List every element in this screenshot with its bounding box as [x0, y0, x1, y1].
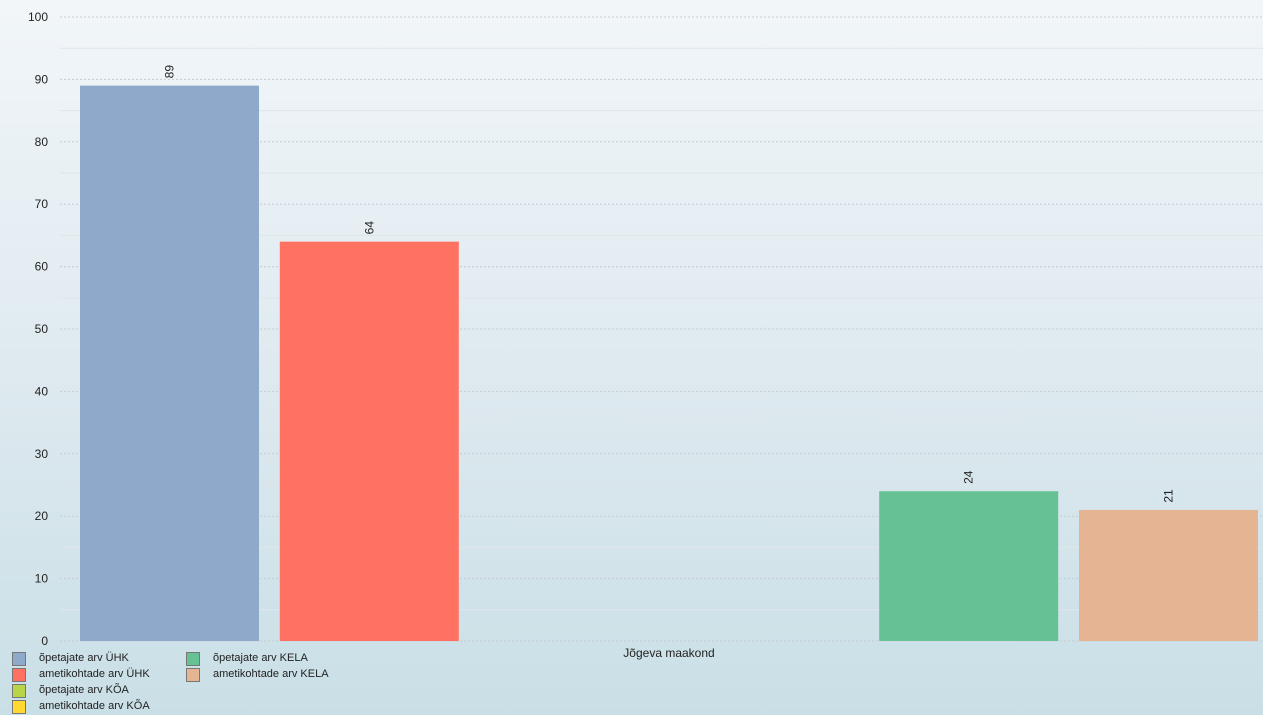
y-tick-label: 10 [35, 572, 49, 586]
data-label: 89 [163, 65, 177, 79]
y-tick-label: 70 [35, 197, 49, 211]
bar [80, 85, 259, 641]
legend-label: ametikohtade arv KÕA [39, 700, 150, 712]
y-tick-label: 80 [35, 135, 49, 149]
x-tick-label: Jõgeva maakond [623, 646, 714, 660]
legend-swatch [186, 668, 200, 682]
legend-swatch [12, 652, 26, 666]
legend-swatch [12, 700, 26, 714]
x-axis: Jõgeva maakond [623, 646, 714, 660]
y-tick-label: 30 [35, 447, 49, 461]
y-tick-label: 20 [35, 509, 49, 523]
y-tick-label: 50 [35, 322, 49, 336]
legend-label: õpetajate arv KELA [213, 652, 308, 664]
bars: 89 64 24 21 [80, 65, 1258, 641]
data-label: 21 [1162, 489, 1176, 503]
bar [1079, 509, 1258, 641]
legend-label: õpetajate arv ÜHK [39, 652, 129, 664]
bar [879, 491, 1059, 641]
gridlines [60, 16, 1263, 642]
data-label: 64 [362, 221, 376, 235]
legend-label: õpetajate arv KÕA [39, 684, 129, 696]
y-tick-label: 40 [35, 384, 49, 398]
y-tick-label: 100 [28, 10, 48, 24]
y-tick-label: 60 [35, 260, 49, 274]
bar [279, 241, 459, 641]
legend-swatch [12, 668, 26, 682]
y-axis: 0 10 20 30 40 50 60 70 80 90 100 [28, 10, 48, 648]
legend-swatch [186, 652, 200, 666]
y-tick-label: 90 [35, 72, 49, 86]
legend-label: ametikohtade arv ÜHK [39, 668, 150, 680]
data-label: 24 [962, 470, 976, 484]
legend-label: ametikohtade arv KELA [213, 668, 329, 680]
y-tick-label: 0 [41, 634, 48, 648]
legend-swatch [12, 684, 26, 698]
